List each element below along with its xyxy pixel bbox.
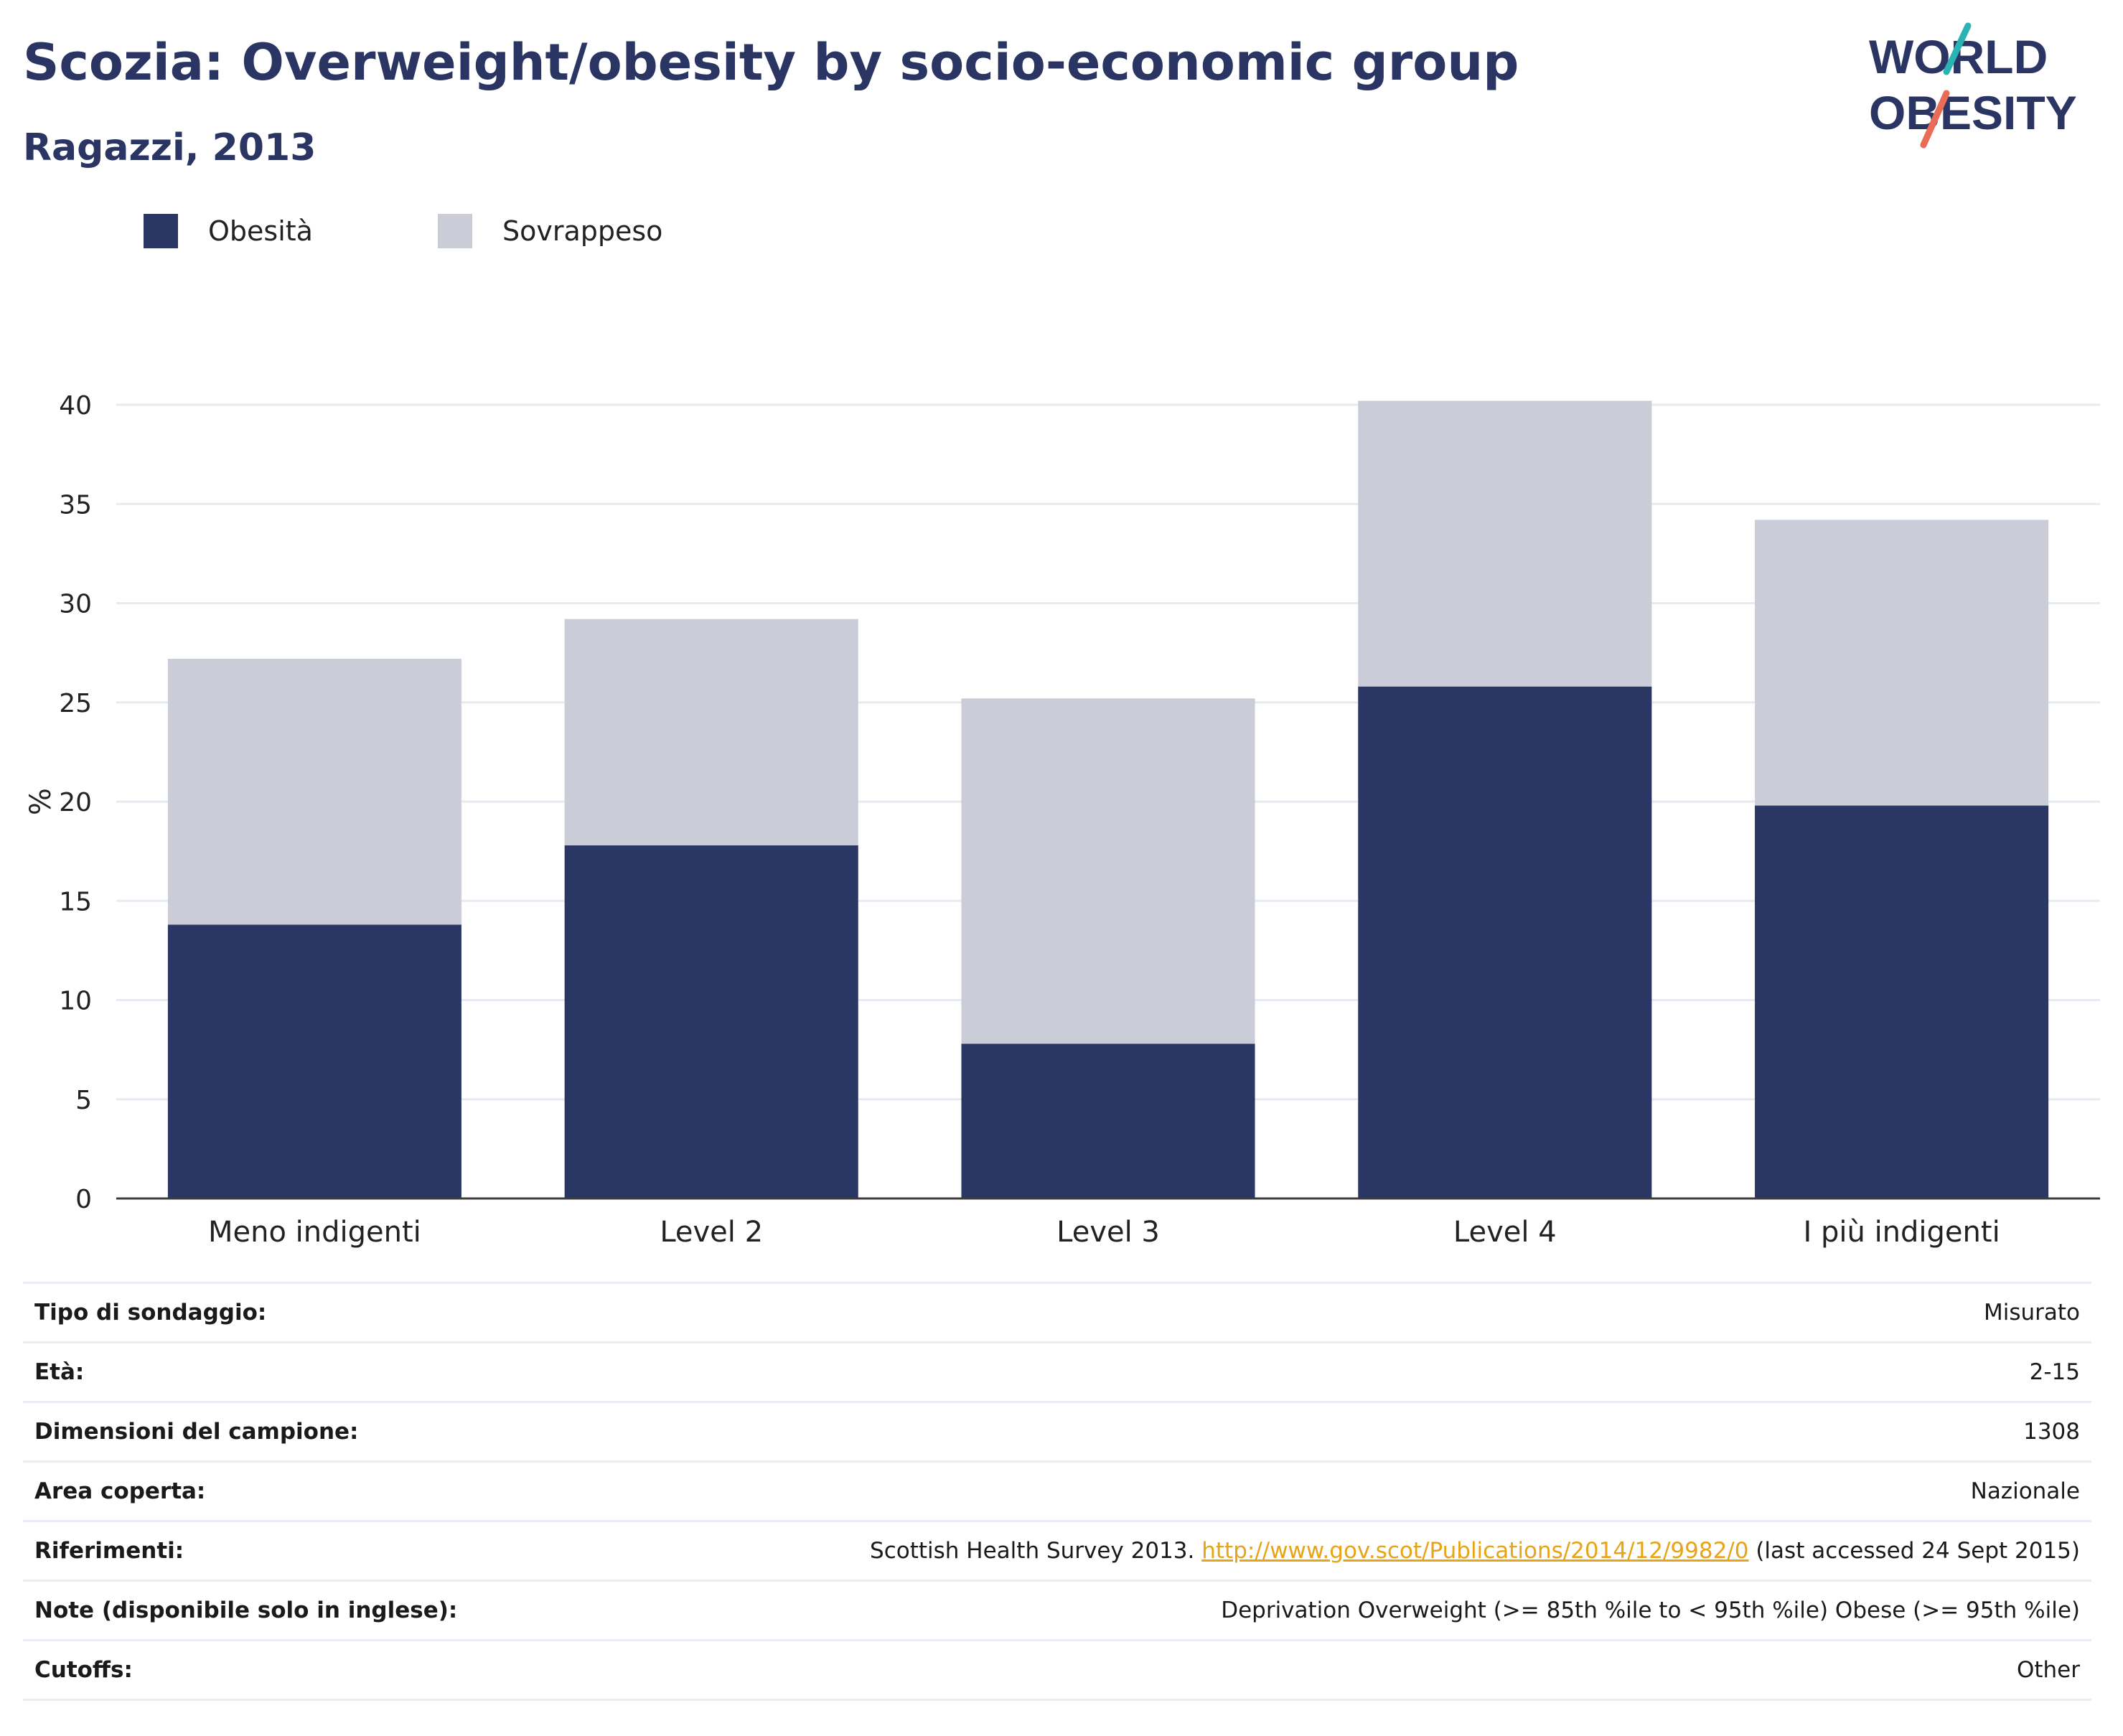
bar-sovrappeso (167, 658, 461, 925)
bar-obesita (961, 1043, 1255, 1198)
info-value: Scottish Health Survey 2013. http://www.… (572, 1521, 2091, 1581)
bar-sovrappeso (564, 619, 858, 845)
info-key: Area coperta: (34, 1478, 206, 1504)
survey-info-table: Tipo di sondaggio: Misurato Età: 2-15 Di… (23, 1282, 2091, 1701)
info-value: Other (2016, 1657, 2080, 1683)
world-obesity-logo: WORLD OBESITY (1869, 22, 2077, 149)
y-tick-label: 5 (75, 1086, 92, 1115)
info-row-cutoffs: Cutoffs: Other (23, 1640, 2091, 1700)
info-key: Tipo di sondaggio: (34, 1300, 267, 1326)
logo-line-2: OBESITY (1869, 86, 2077, 139)
info-key: Riferimenti: (34, 1538, 184, 1564)
bar-chart: 0 5 10 15 20 25 30 35 40% Meno indigenti Level 2 Le… (24, 391, 2100, 1249)
bar-sovrappeso (961, 698, 1255, 1044)
reference-link[interactable]: http://www.gov.scot/Publications/2014/12… (1201, 1538, 1749, 1564)
info-value: Nazionale (1970, 1478, 2080, 1504)
logo-line-1: WORLD (1869, 30, 2048, 83)
bar-obesita (1358, 686, 1652, 1198)
info-key: Età: (34, 1359, 85, 1385)
reference-accessed: (last accessed 24 Sept 2015) (1748, 1538, 2080, 1564)
y-axis-label: % (24, 788, 57, 815)
bar-obesita (564, 845, 858, 1198)
info-key: Dimensioni del campione: (34, 1419, 359, 1445)
info-row-references: Riferimenti: Scottish Health Survey 2013… (23, 1521, 2091, 1581)
y-tick-label: 10 (59, 987, 92, 1016)
legend-label-sovrappeso: Sovrappeso (502, 215, 663, 247)
info-row-age: Età: 2-15 (23, 1342, 2091, 1402)
bar-sovrappeso (1755, 520, 2049, 806)
info-value: Deprivation Overweight (>= 85th %ile to … (1221, 1597, 2080, 1623)
logo-slash-teal (1943, 22, 1972, 75)
y-tick-label: 0 (75, 1185, 92, 1214)
info-key: Cutoffs: (34, 1657, 133, 1683)
info-row-area: Area coperta: Nazionale (23, 1461, 2091, 1521)
info-row-notes: Note (disponibile solo in inglese): Depr… (23, 1580, 2091, 1641)
bar-obesita (167, 924, 461, 1198)
info-value: 1308 (2023, 1419, 2080, 1445)
bar-sovrappeso (1358, 400, 1652, 687)
reference-text: Scottish Health Survey 2013. (870, 1538, 1202, 1564)
legend-swatch-obesita (144, 214, 178, 248)
bar-obesita (1755, 805, 2049, 1198)
chart-title: Scozia: Overweight/obesity by socio-econ… (23, 33, 1519, 92)
info-value: 2-15 (2029, 1359, 2080, 1385)
info-key: Note (disponibile solo in inglese): (34, 1597, 458, 1623)
info-row-survey-type: Tipo di sondaggio: Misurato (23, 1282, 2091, 1343)
info-value: Misurato (1983, 1300, 2080, 1326)
y-tick-label: 20 (59, 788, 92, 817)
chart-subtitle: Ragazzi, 2013 (23, 126, 317, 169)
y-tick-label: 40 (59, 391, 92, 421)
x-tick-label: I più indigenti (1803, 1216, 2000, 1249)
legend-label-obesita: Obesità (208, 215, 313, 247)
x-tick-label: Level 3 (1056, 1216, 1160, 1249)
logo-slash-coral (1920, 90, 1950, 149)
x-tick-label: Level 2 (660, 1216, 763, 1249)
x-tick-label: Level 4 (1453, 1216, 1557, 1249)
y-tick-label: 25 (59, 689, 92, 718)
y-tick-label: 15 (59, 887, 92, 916)
y-tick-label: 30 (59, 590, 92, 619)
info-row-sample-size: Dimensioni del campione: 1308 (23, 1402, 2091, 1462)
y-tick-label: 35 (59, 490, 92, 520)
legend-swatch-sovrappeso (438, 214, 472, 248)
x-tick-label: Meno indigenti (208, 1216, 421, 1249)
